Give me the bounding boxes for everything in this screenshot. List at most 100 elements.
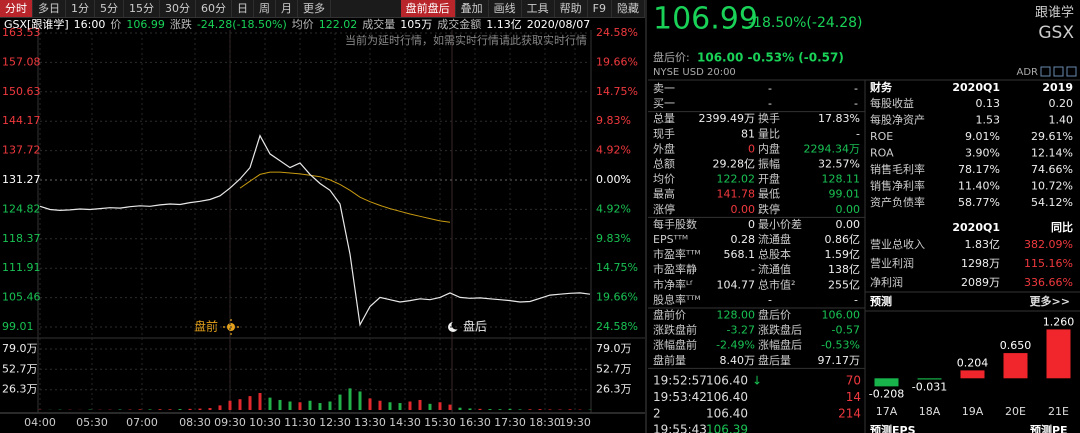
volume-bar <box>568 409 572 410</box>
volume-tick-label: 52.7万 <box>596 362 632 375</box>
tool-button[interactable]: 盘前盘后 <box>400 0 456 17</box>
forecast-more[interactable]: 更多>> <box>1030 294 1070 308</box>
x-tick-label: 13:30 <box>354 416 386 429</box>
volume-bar <box>488 409 492 410</box>
volume-bar <box>288 401 292 410</box>
volume-bar <box>438 402 442 410</box>
y2-tick-label: 19.66% <box>596 55 638 68</box>
tool-button[interactable]: F9 <box>588 0 612 17</box>
trade-time: 19:55:43 <box>653 423 707 433</box>
x-tick-label: 12:30 <box>319 416 351 429</box>
quote-label: 现手 <box>653 126 675 140</box>
tab[interactable]: 分时 <box>0 0 33 17</box>
tool-button[interactable]: 画线 <box>489 0 522 17</box>
forecast-value-label: 1.260 <box>1043 315 1075 328</box>
finance-label: 资产负债率 <box>870 195 925 209</box>
y-tick-label: 118.37 <box>2 232 41 245</box>
tab[interactable]: 15分 <box>124 0 160 17</box>
y2-tick-label: 14.75% <box>596 85 638 98</box>
top-bar: 分时 多日 1分 5分 15分 30分 60分日周月更多 盘前盘后 叠加 画线 工具 帮助 F9 隐藏 G… <box>0 0 645 32</box>
x-tick-label: 14:30 <box>389 416 421 429</box>
header-icons[interactable] <box>1040 66 1077 77</box>
x-tick-label: 08:30 <box>179 416 211 429</box>
quote-label: 最高 <box>653 187 675 201</box>
volume-bar <box>418 399 422 410</box>
forecast-tab[interactable]: 预测PE <box>1030 423 1068 433</box>
quote-value: - <box>768 97 772 110</box>
quote-value: -3.27 <box>727 324 755 337</box>
forecast-category: 18A <box>919 405 941 418</box>
info-item: 成交金额 <box>437 18 482 31</box>
volume-bar <box>188 408 192 410</box>
tab[interactable]: 更多 <box>298 0 331 17</box>
quote-label: 振幅 <box>758 157 780 171</box>
finance-label: 销售净利率 <box>870 179 925 193</box>
tool-button[interactable]: 叠加 <box>456 0 489 17</box>
quote-label: 跌停 <box>758 202 780 216</box>
finance-label: 营业利润 <box>870 256 914 270</box>
quote-label: 涨幅盘前 <box>653 338 697 352</box>
volume-bar <box>318 403 322 410</box>
quote-label: 买一 <box>653 97 675 110</box>
tool-button[interactable]: 隐藏 <box>612 0 645 17</box>
quote-label: 总股本 <box>758 247 791 261</box>
tab[interactable]: 日 <box>232 0 254 17</box>
x-tick-label: 07:00 <box>126 416 158 429</box>
y-tick-label: 99.01 <box>2 320 34 333</box>
forecast-bar <box>960 370 985 379</box>
quote-label: 总量 <box>653 111 675 125</box>
quote-label: 最小价差 <box>758 217 802 231</box>
finance-value: 1.83亿 <box>965 238 1001 251</box>
quote-label: 市盈率静 <box>653 262 697 276</box>
finance-value: 1.40 <box>1049 114 1074 127</box>
quote-value: - <box>854 293 858 306</box>
finance-label: 营业总收入 <box>870 237 925 251</box>
average-line <box>239 171 451 223</box>
tab[interactable]: 5分 <box>95 0 124 17</box>
finance-head: 2020Q1 <box>952 81 1000 94</box>
volume-bar <box>338 394 342 410</box>
x-tick-label: 11:30 <box>284 416 316 429</box>
trade-price: 106.39 <box>706 423 748 433</box>
forecast-bar <box>1046 329 1071 379</box>
tool-button[interactable]: 帮助 <box>555 0 588 17</box>
tab[interactable]: 30分 <box>160 0 196 17</box>
quote-value: - <box>768 293 772 306</box>
finance-value: 382.09% <box>1024 238 1073 251</box>
trade-volume: 14 <box>846 390 861 404</box>
info-item: 涨跌 <box>169 18 192 31</box>
quote-value: 32.57% <box>818 158 860 171</box>
info-item: 1.13亿 <box>486 18 522 31</box>
quote-label: 卖一 <box>653 82 675 95</box>
tab[interactable]: 月 <box>276 0 298 17</box>
tool-button[interactable]: 工具 <box>522 0 555 17</box>
quote-value: 122.02 <box>717 173 756 186</box>
quote-value: 0.00 <box>836 203 861 216</box>
x-tick-label: 16:30 <box>459 416 491 429</box>
finance-value: 9.01% <box>965 130 1000 143</box>
quote-value: 2399.49万 <box>699 112 756 125</box>
volume-bar <box>498 409 502 410</box>
tab[interactable]: 1分 <box>66 0 95 17</box>
quote-label: 均价 <box>653 173 675 186</box>
adr-label: ADR <box>1017 67 1039 78</box>
tab[interactable]: 60分 <box>196 0 232 17</box>
quote-value: 81 <box>741 127 755 140</box>
finance-head: 2020Q1 <box>952 221 1000 234</box>
quote-value: 99.01 <box>829 188 861 201</box>
finance-value: 58.77% <box>958 196 1000 209</box>
y2-tick-label: 4.92% <box>596 202 631 215</box>
volume-bar <box>298 402 302 410</box>
volume-bar <box>158 409 162 410</box>
tab[interactable]: 周 <box>254 0 276 17</box>
y2-tick-label: 14.75% <box>596 261 638 274</box>
tab[interactable]: 多日 <box>33 0 66 17</box>
forecast-tab[interactable]: 预测EPS <box>870 423 916 433</box>
quote-label: 每手股数 <box>653 217 697 231</box>
volume-bar <box>278 399 282 410</box>
price-line <box>39 134 591 327</box>
quote-value: - <box>856 127 860 140</box>
trade-volume: 70 <box>846 374 861 388</box>
volume-bar <box>388 402 392 410</box>
volume-bar <box>478 408 482 410</box>
